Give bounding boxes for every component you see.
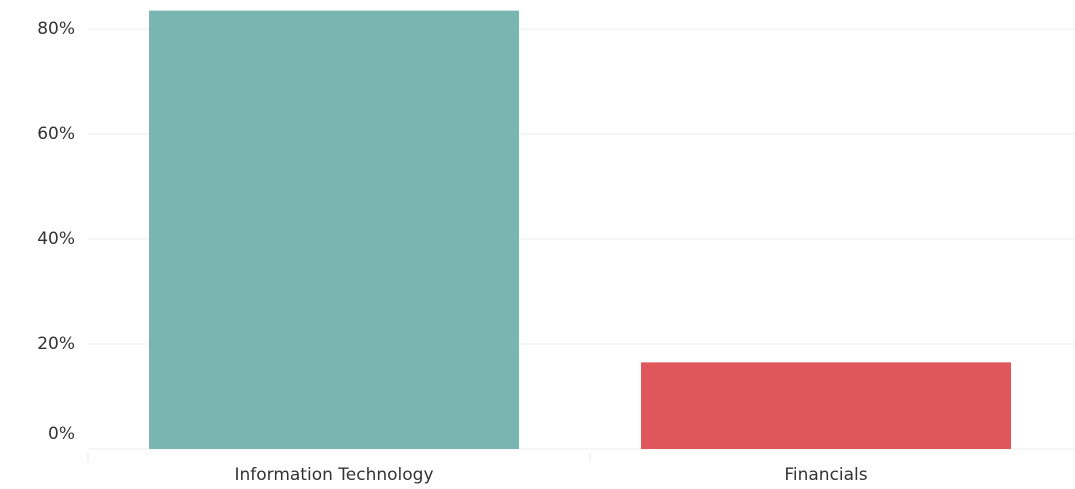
y-tick-label: 0% (48, 424, 75, 444)
y-tick-label: 40% (37, 229, 75, 249)
y-tick-label: 80% (37, 19, 75, 39)
x-tick-label: Financials (784, 465, 867, 485)
x-tick-label: Information Technology (234, 465, 433, 485)
y-tick-label: 20% (37, 334, 75, 354)
y-tick-label: 60% (37, 124, 75, 144)
bar (149, 10, 519, 449)
bar (641, 362, 1011, 449)
